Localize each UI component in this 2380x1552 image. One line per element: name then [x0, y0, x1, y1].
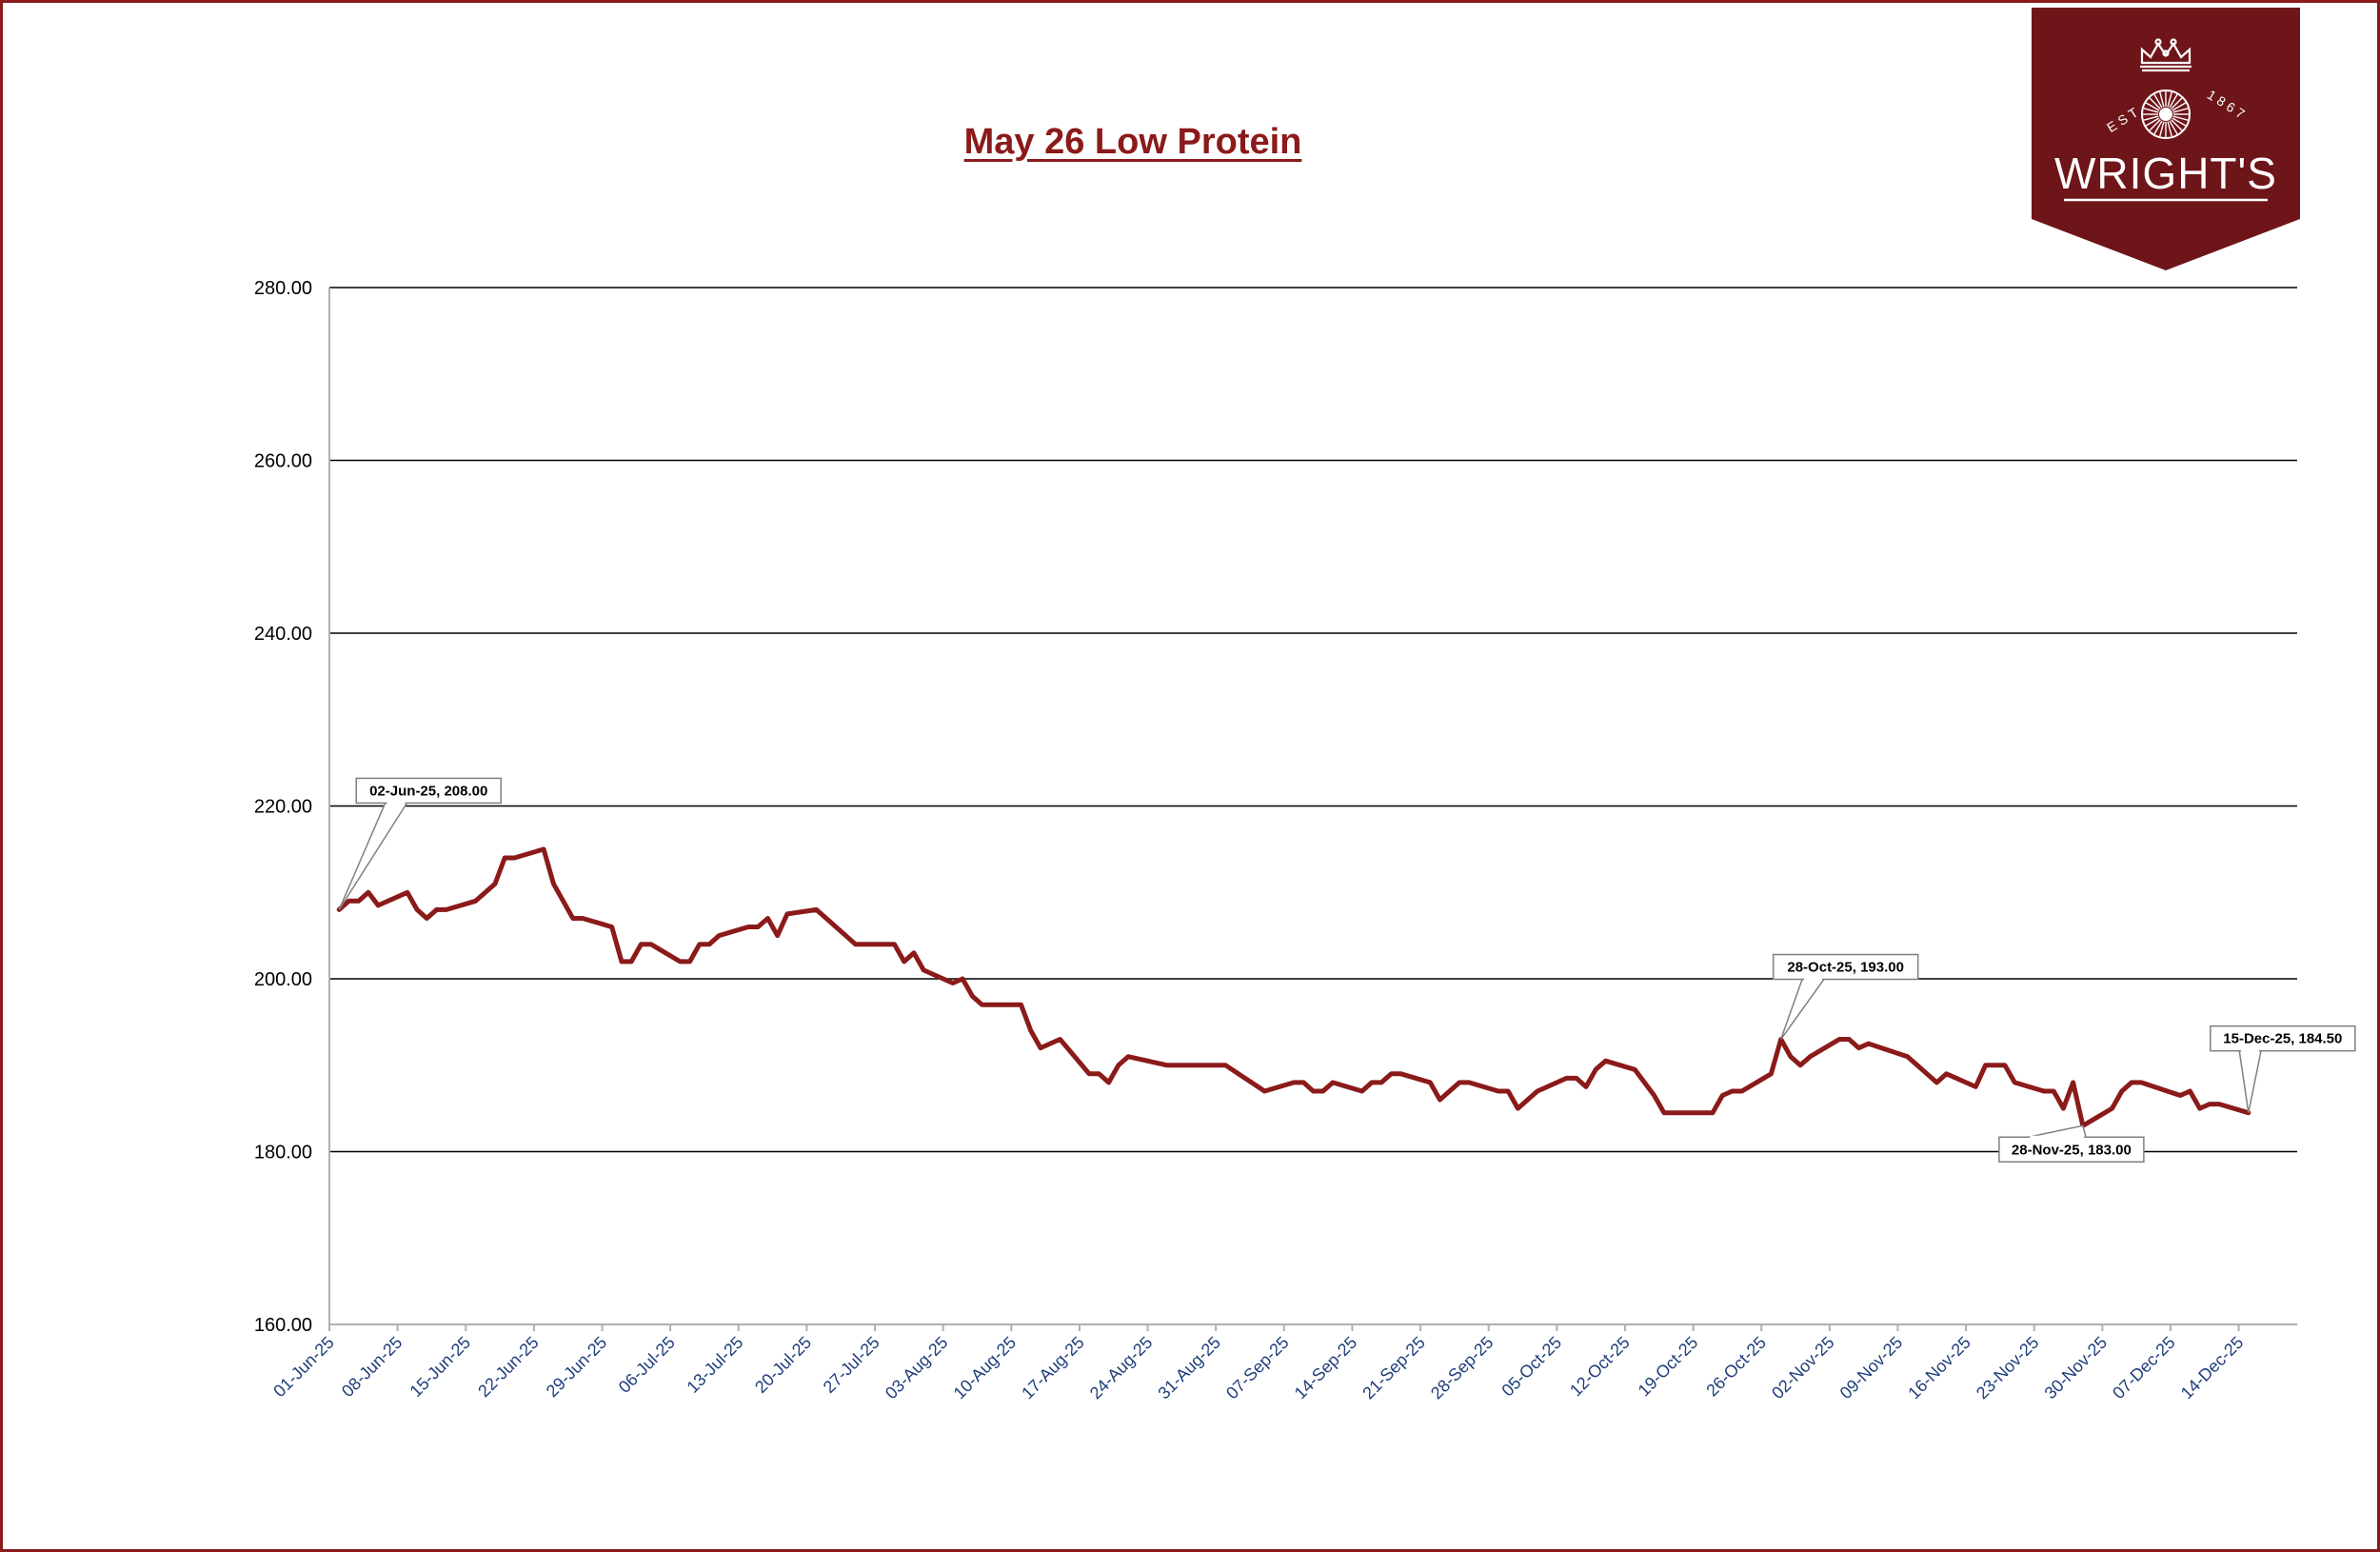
wheat-wheel-icon: [2141, 90, 2191, 139]
chart-title: May 26 Low Protein: [963, 122, 1302, 162]
wrights-logo: EST 1867 WRIGHT'S: [2032, 8, 2300, 275]
crown-icon: [2140, 38, 2192, 72]
logo-brand: WRIGHT'S: [2054, 149, 2277, 198]
